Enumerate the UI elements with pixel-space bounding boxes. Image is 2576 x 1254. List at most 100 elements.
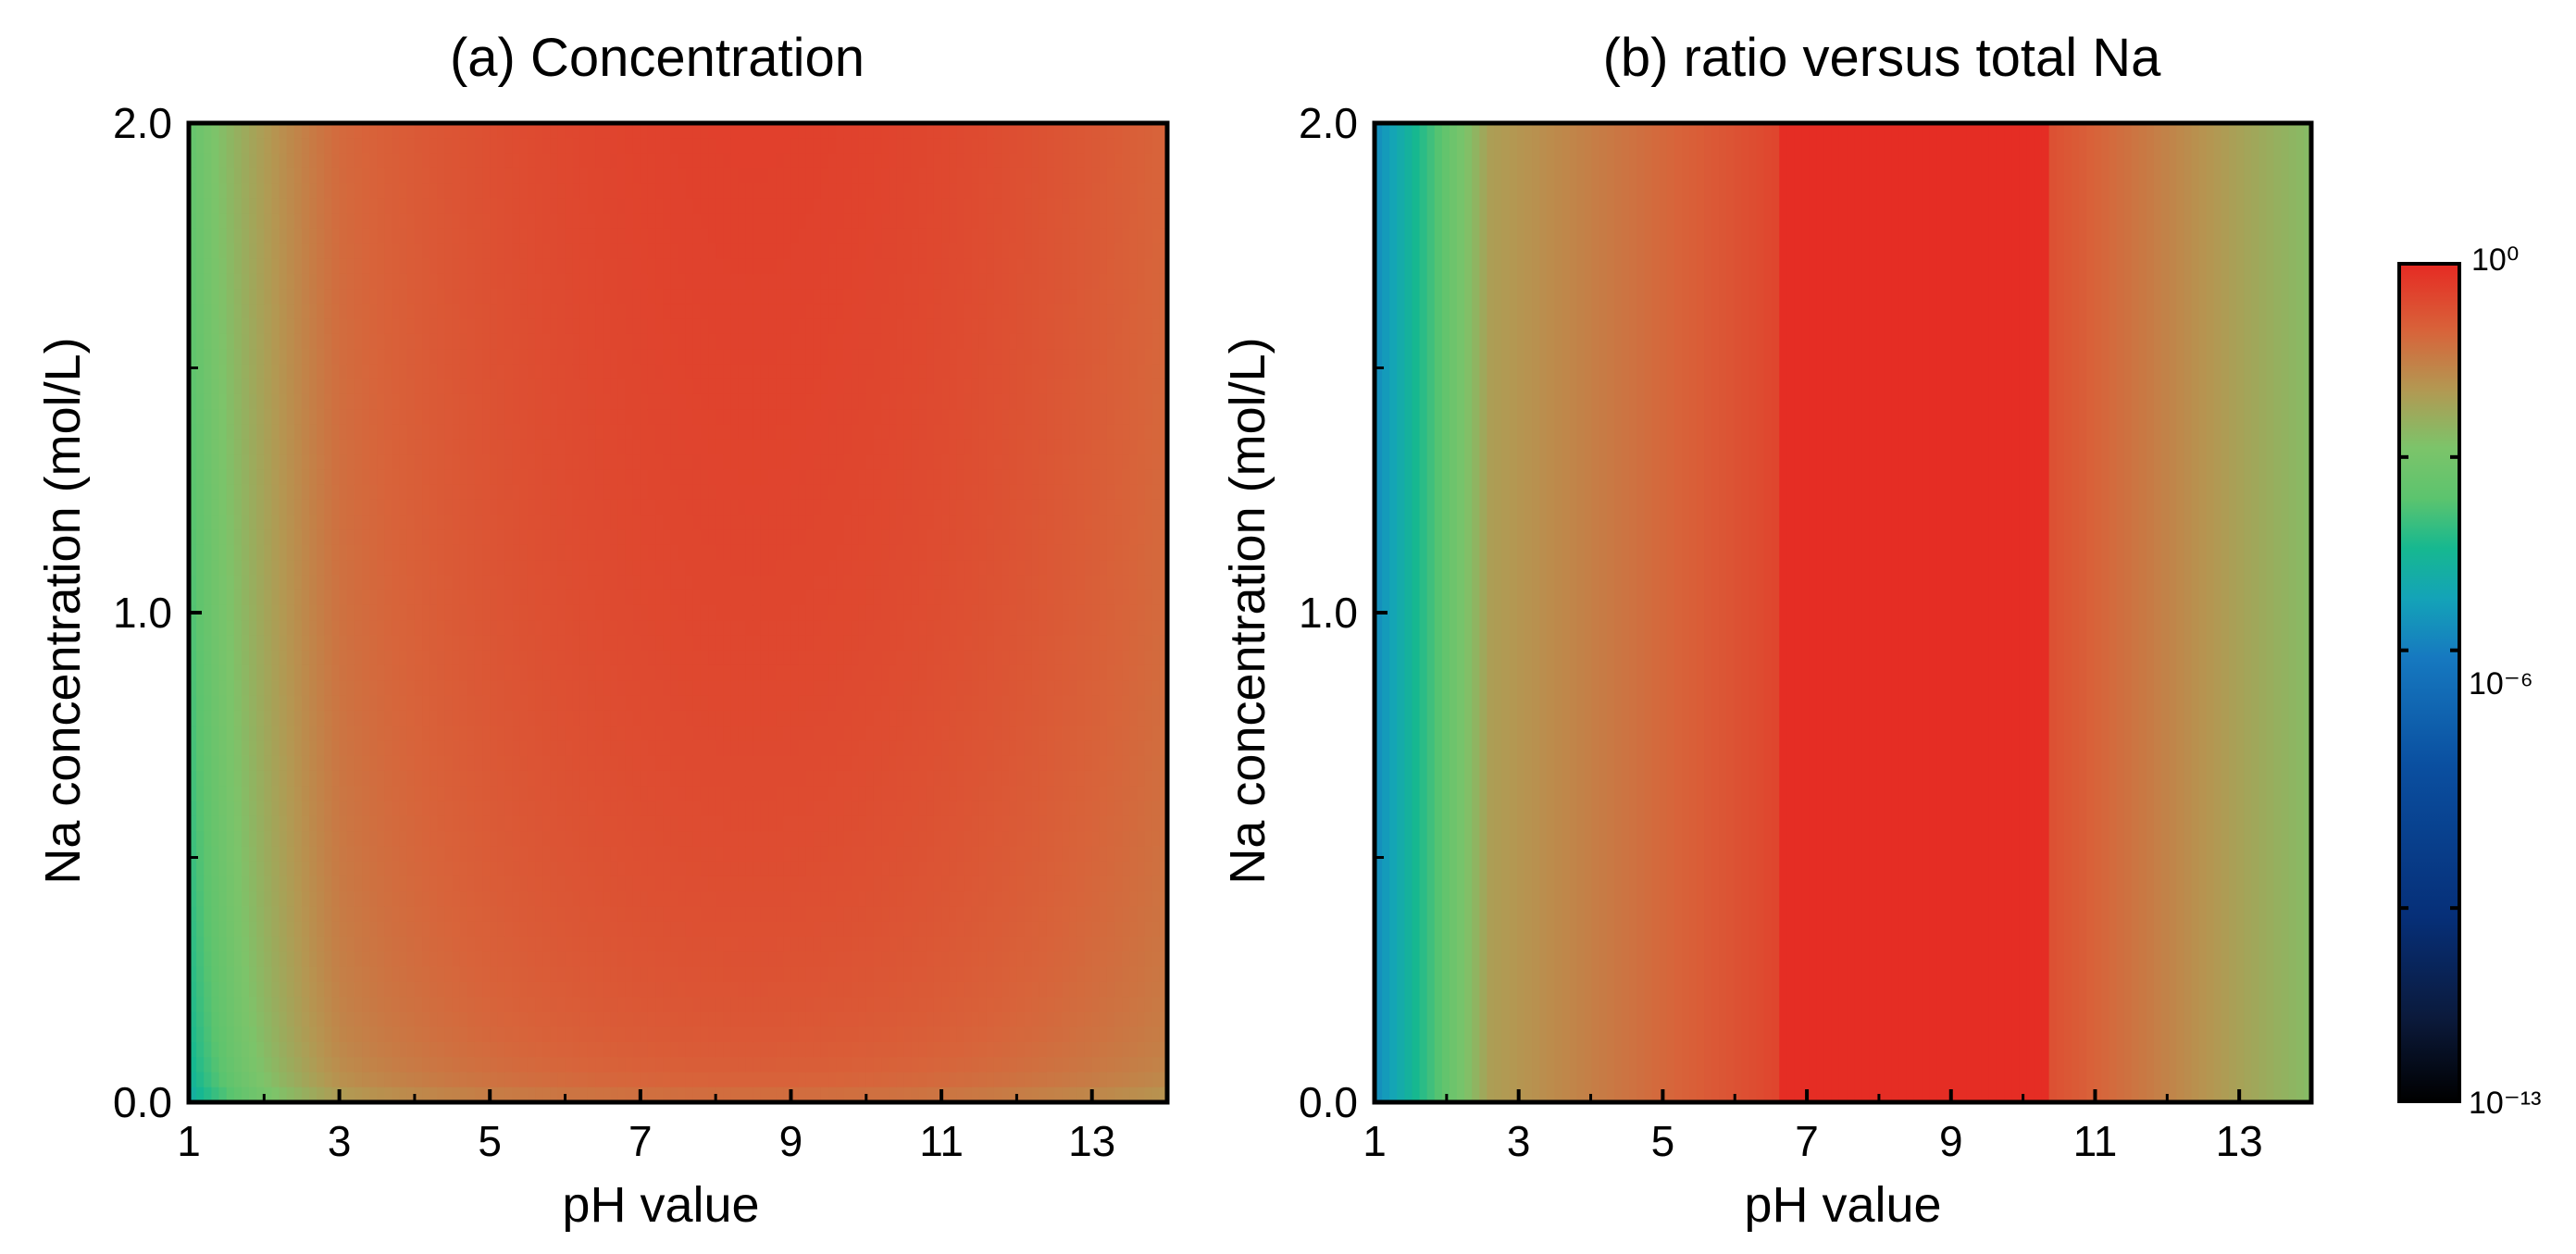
panel-a-cell [572, 740, 581, 757]
panel-a-cell [603, 1057, 612, 1074]
panel-a-cell [708, 289, 716, 305]
panel-a-cell [429, 333, 439, 350]
panel-a-cell [557, 515, 566, 531]
panel-a-cell [241, 1072, 250, 1088]
panel-a-cell [317, 560, 326, 577]
panel-a-cell [414, 680, 423, 697]
panel-a-cell [474, 544, 483, 561]
panel-a-cell [610, 786, 619, 802]
panel-a-cell [218, 228, 228, 245]
panel-a-cell [640, 815, 649, 832]
panel-a-cell [293, 560, 303, 577]
panel-a-cell [730, 168, 740, 184]
panel-a-cell [617, 349, 627, 366]
panel-a-cell [211, 289, 220, 305]
panel-a-cell [685, 755, 694, 772]
panel-a-cell [377, 1012, 386, 1028]
panel-a-cell [467, 861, 476, 877]
panel-a-cell [760, 891, 769, 908]
panel-a-cell [519, 966, 529, 983]
panel-a-cell [301, 1012, 310, 1028]
panel-a-cell [716, 273, 725, 290]
panel-a-cell [459, 801, 468, 817]
panel-a-cell [640, 604, 649, 621]
panel-a-cell [422, 921, 430, 937]
panel-a-cell [369, 951, 379, 968]
panel-a-cell [519, 243, 529, 260]
panel-a-cell [414, 575, 423, 591]
panel-a-cell [189, 846, 197, 863]
panel-a-cell [632, 1086, 641, 1103]
panel-a-cell [444, 484, 454, 501]
panel-a-cell [241, 333, 250, 350]
panel-a-cell [738, 951, 747, 968]
panel-a-cell [708, 168, 716, 184]
panel-a-cell [504, 379, 514, 395]
panel-a-cell [542, 379, 552, 395]
panel-a-cell [399, 409, 408, 426]
panel-a-cell [241, 379, 250, 395]
panel-a-cell [632, 1072, 641, 1088]
panel-a-cell [490, 891, 499, 908]
panel-a-cell [384, 891, 393, 908]
panel-a-cell [384, 590, 393, 606]
panel-a-cell [384, 183, 393, 200]
panel-a-cell [640, 650, 649, 666]
panel-a-cell [444, 664, 454, 682]
panel-a-cell [293, 726, 303, 742]
panel-a-cell [535, 1012, 543, 1028]
panel-a-cell [678, 364, 687, 380]
panel-a-cell [354, 318, 363, 335]
panel-a-cell [293, 770, 303, 787]
panel-a-cell [587, 529, 596, 546]
panel-a-cell [218, 997, 228, 1013]
panel-a-cell [293, 289, 303, 305]
panel-a-cell [444, 1086, 454, 1103]
panel-a-cell [723, 393, 732, 411]
panel-a-cell [678, 289, 687, 305]
panel-a-cell [377, 243, 386, 260]
panel-a-cell [189, 650, 197, 666]
panel-a-cell [331, 153, 341, 169]
panel-a-cell [716, 604, 725, 621]
panel-a-cell [474, 831, 483, 848]
panel-a-cell [346, 831, 355, 848]
panel-a-cell [504, 620, 514, 637]
panel-a-cell [226, 906, 235, 923]
panel-a-cell [444, 228, 454, 245]
panel-a-cell [685, 1086, 694, 1103]
panel-a-cell [595, 304, 604, 320]
panel-a-cell [565, 138, 574, 155]
panel-a-cell [535, 650, 543, 666]
panel-a-cell [692, 891, 702, 908]
panel-a-cell [362, 786, 370, 802]
panel-a-cell [204, 168, 213, 184]
panel-a-cell [218, 439, 228, 455]
panel-a-cell [204, 981, 213, 998]
panel-a-cell [233, 424, 243, 441]
panel-a-cell [249, 801, 257, 817]
panel-a-cell [760, 515, 769, 531]
panel-a-cell [632, 454, 641, 471]
panel-a-cell [264, 981, 273, 998]
panel-a-cell [535, 620, 543, 637]
panel-a-cell [452, 379, 461, 395]
panel-a-cell [256, 273, 266, 290]
panel-a-cell [204, 1012, 213, 1028]
panel-a-cell [692, 424, 702, 441]
panel-a-cell [256, 997, 266, 1013]
panel-a-cell [670, 1072, 679, 1088]
panel-a-cell [384, 484, 393, 501]
panel-a-cell [535, 258, 543, 275]
panel-a-cell [369, 997, 379, 1013]
panel-a-cell [317, 1072, 326, 1088]
panel-a-cell [716, 786, 725, 802]
panel-a-cell [490, 529, 499, 546]
panel-a-cell [647, 590, 656, 606]
panel-a-cell [542, 349, 552, 366]
panel-a-cell [670, 786, 679, 802]
panel-a-cell [309, 997, 318, 1013]
panel-a-cell [369, 831, 379, 848]
panel-a-cell [474, 379, 483, 395]
panel-a-cell [474, 801, 483, 817]
